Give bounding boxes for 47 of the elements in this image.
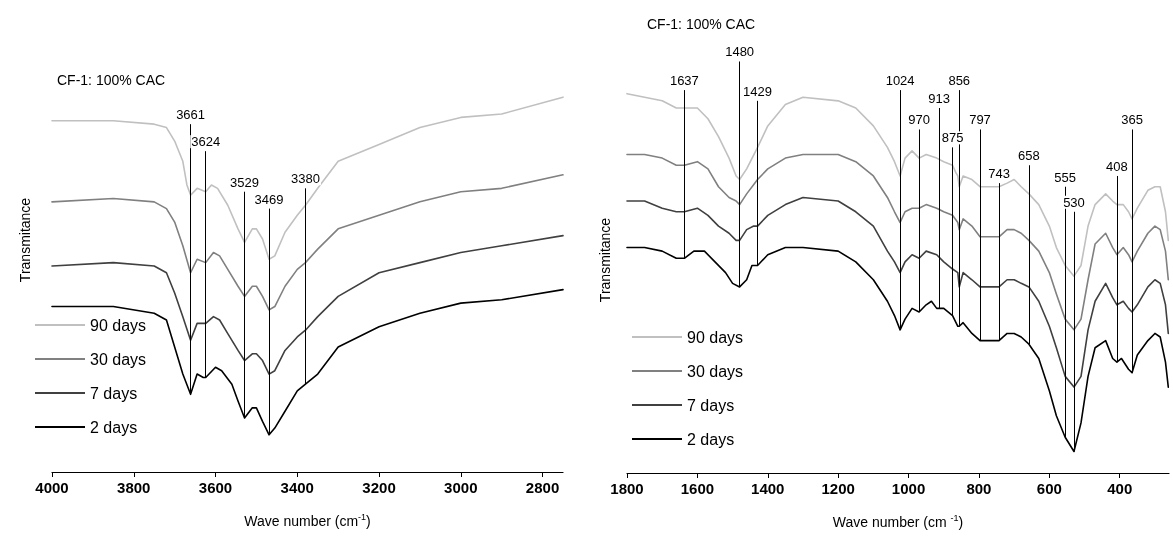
ref-line-label: 3624 — [191, 134, 221, 150]
ref-line-label: 1429 — [743, 83, 773, 99]
ref-line-label: 875 — [941, 130, 964, 146]
ref-line-label: 555 — [1054, 169, 1077, 185]
ref-line-label: 797 — [969, 112, 991, 128]
legend-label: 90 days — [687, 328, 744, 346]
x-tick-label: 600 — [1036, 480, 1062, 497]
legend-label: 2 days — [687, 430, 735, 448]
ref-line-label: 365 — [1121, 112, 1143, 128]
ref-line-label: 3380 — [291, 171, 320, 187]
x-tick-label: 1600 — [680, 480, 715, 497]
x-tick-label: 3200 — [362, 479, 396, 496]
chart-title: CF-1: 100% CAC — [647, 16, 756, 32]
legend-label: 30 days — [90, 350, 147, 368]
ref-line-label: 856 — [948, 73, 971, 89]
legend-label: 90 days — [90, 316, 147, 334]
x-tick-label: 3000 — [444, 479, 478, 496]
x-tick-label: 400 — [1107, 480, 1133, 497]
x-tick-label: 1200 — [821, 480, 855, 497]
ref-line-label: 3529 — [230, 174, 260, 190]
x-tick-label: 4000 — [35, 479, 69, 496]
x-tick-label: 3400 — [280, 479, 314, 496]
x-tick-label: 1800 — [610, 480, 644, 497]
ref-line-label: 913 — [928, 90, 951, 106]
legend-label: 2 days — [90, 418, 138, 436]
ref-line-label: 1024 — [885, 73, 915, 89]
legend-label: 7 days — [90, 384, 138, 402]
ref-line-label: 530 — [1063, 194, 1085, 210]
legend-label: 7 days — [687, 396, 735, 414]
x-tick-label: 2800 — [525, 479, 560, 496]
ref-line-label: 658 — [1018, 148, 1040, 164]
ref-line-label: 3469 — [254, 191, 284, 207]
ref-line-label: 970 — [908, 112, 930, 128]
ref-line-label: 408 — [1106, 158, 1128, 174]
ref-line-label: 3661 — [176, 107, 206, 123]
y-axis-title: Transmitance — [17, 197, 33, 283]
y-axis-title: Transmitance — [597, 217, 613, 303]
ref-line-label: 1480 — [725, 44, 755, 60]
x-tick-label: 800 — [966, 480, 992, 497]
x-tick-label: 3600 — [198, 479, 233, 496]
x-tick-label: 3800 — [117, 479, 151, 496]
legend-label: 30 days — [687, 362, 744, 380]
x-tick-label: 1400 — [751, 480, 785, 497]
ref-line-label: 743 — [988, 166, 1010, 182]
chart-title: CF-1: 100% CAC — [57, 72, 166, 88]
x-tick-label: 1000 — [891, 480, 926, 497]
ref-line-label: 1637 — [669, 73, 699, 89]
